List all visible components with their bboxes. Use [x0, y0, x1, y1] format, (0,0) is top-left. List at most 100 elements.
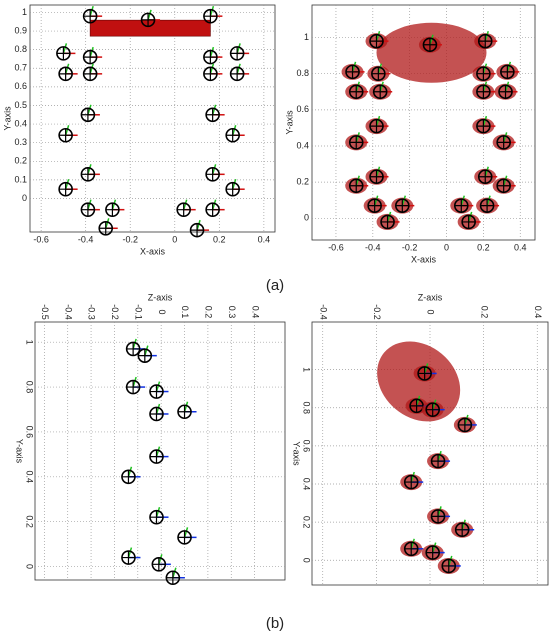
joint-cross [370, 119, 384, 133]
joint-cross [81, 203, 95, 217]
joint-cross [141, 13, 155, 27]
y-tick-label: 0.2 [14, 156, 27, 166]
joint-cross [480, 199, 494, 213]
joint-cross [404, 542, 418, 556]
y-axis-label: Y-axis [284, 110, 294, 135]
y-tick-label: 0.9 [14, 25, 27, 35]
joint-cross [431, 454, 445, 468]
y-tick-label: 0.6 [302, 440, 312, 453]
joint-cross [206, 203, 220, 217]
joint-cross [230, 46, 244, 60]
plot-area [29, 4, 276, 233]
y-tick-label: 1 [302, 367, 312, 372]
joint-cross [458, 418, 472, 432]
x-tick-label: -0.1 [133, 304, 143, 320]
x-tick-label: 0.2 [213, 234, 226, 244]
joint-cross [121, 551, 135, 565]
joint-cross [442, 559, 456, 573]
joint-cross [105, 203, 119, 217]
y-tick-label: 0.6 [25, 426, 35, 439]
joint-cross [497, 179, 511, 193]
joint-cross [178, 405, 192, 419]
x-tick-label: 0.4 [514, 242, 527, 252]
joint-cross [203, 9, 217, 23]
joint-cross [476, 85, 490, 99]
x-tick-label: 0.2 [479, 306, 489, 319]
x-tick-label: -0.2 [402, 242, 418, 252]
joint-cross [476, 119, 490, 133]
joint-cross [203, 67, 217, 81]
joint-cross [349, 179, 363, 193]
y-tick-label: 0.7 [14, 63, 27, 73]
joint-cross [126, 380, 140, 394]
joint-cross [426, 546, 440, 560]
joint-cross [478, 34, 492, 48]
joint-cross [126, 342, 140, 356]
caption: (b) [266, 615, 284, 632]
joint-cross [152, 557, 166, 571]
joint-cross [370, 170, 384, 184]
y-axis-label: Y-axis [292, 441, 302, 466]
joint-cross [230, 67, 244, 81]
joint-cross [59, 67, 73, 81]
y-tick-label: 0.2 [25, 515, 35, 528]
y-axis-label: Y-axis [15, 439, 25, 464]
x-tick-label: 0 [426, 309, 436, 314]
y-tick-label: 0.6 [14, 81, 27, 91]
joint-cross [410, 399, 424, 413]
joint-cross [431, 509, 445, 523]
joint-cross [349, 135, 363, 149]
x-tick-label: -0.2 [372, 304, 382, 320]
y-tick-label: 0.4 [302, 478, 312, 491]
joint-cross [373, 85, 387, 99]
joint-cross [455, 523, 469, 537]
x-tick-label: -0.3 [87, 304, 97, 320]
joint-cross [177, 203, 191, 217]
body-ellipsoid [376, 22, 487, 83]
joint-cross [500, 65, 514, 79]
joint-cross [83, 9, 97, 23]
body-ellipsoid [377, 341, 461, 422]
caption: (a) [266, 277, 284, 294]
joint-cross [81, 108, 95, 122]
x-tick-label: 0 [444, 242, 449, 252]
x-axis-label: X-axis [140, 246, 166, 256]
joint-cross [371, 67, 385, 81]
joint-cross [349, 85, 363, 99]
joint-cross [462, 215, 476, 229]
y-tick-label: 0 [302, 558, 312, 563]
y-tick-label: 0.2 [302, 516, 312, 529]
y-tick-label: 0.8 [25, 381, 35, 394]
y-tick-label: 1 [22, 7, 27, 17]
joint-cross [497, 135, 511, 149]
y-tick-label: 0 [25, 564, 35, 569]
y-tick-label: 1 [304, 32, 309, 42]
y-tick-label: 0.1 [14, 174, 27, 184]
x-tick-label: -0.4 [63, 304, 73, 320]
joint-cross [149, 450, 163, 464]
joint-cross [138, 349, 152, 363]
panel: -0.5 -0.4 -0.3 -0.2 -0.1 0 0.1 0.2 0.3 0.4 0 0.2 0.4… [15, 292, 286, 586]
x-tick-label: 0.2 [477, 242, 490, 252]
x-tick-label: 0.4 [258, 234, 271, 244]
joint-cross [59, 182, 73, 196]
joint-cross [454, 199, 468, 213]
joint-cross [83, 67, 97, 81]
y-tick-label: 0.4 [14, 118, 27, 128]
joint-cross [166, 571, 180, 585]
joint-cross [226, 182, 240, 196]
bone [89, 19, 211, 37]
joint-cross [499, 85, 513, 99]
joint-cross [368, 199, 382, 213]
x-axis-label: Z-axis [148, 292, 173, 302]
joint-cross [178, 530, 192, 544]
x-tick-label: 0 [172, 234, 177, 244]
joint-cross [381, 215, 395, 229]
x-tick-label: 0.3 [227, 306, 237, 319]
joint-cross [476, 67, 490, 81]
y-tick-label: 0.8 [302, 402, 312, 415]
joint-cross [56, 46, 70, 60]
joint-cross [418, 366, 432, 380]
x-tick-label: -0.4 [318, 304, 328, 320]
